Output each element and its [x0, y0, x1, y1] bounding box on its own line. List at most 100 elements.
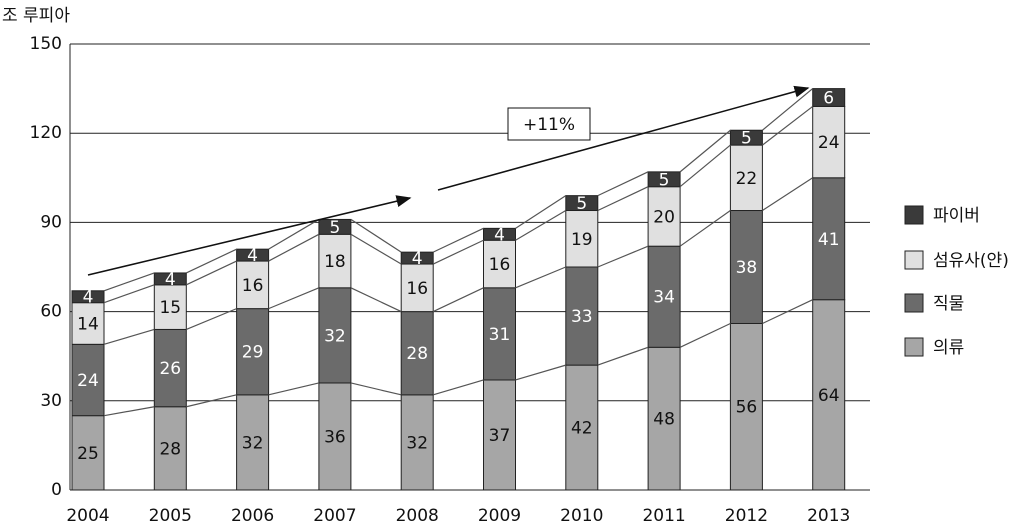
bar-segment [400, 251, 434, 265]
y-tick-label: 120 [30, 123, 62, 143]
connector-line [597, 171, 649, 197]
data-label: 42 [571, 419, 593, 439]
data-label: 34 [653, 288, 675, 308]
x-tick-label: 2007 [313, 506, 356, 526]
y-axis-label: 조 루피아 [2, 6, 70, 26]
annotation-box [507, 107, 591, 141]
bar-segment [236, 394, 270, 491]
connector-line [762, 105, 814, 146]
data-label: 24 [818, 133, 840, 153]
connector-line [350, 287, 402, 313]
connector-line [515, 266, 567, 289]
bar-segment [729, 129, 763, 146]
x-tick-label: 2013 [807, 506, 850, 526]
bar-segment [483, 227, 516, 241]
bar-segment [71, 290, 105, 304]
bar-segment [236, 248, 270, 262]
legend-swatch [904, 293, 924, 313]
connector-line [597, 245, 649, 268]
data-label: 33 [571, 307, 593, 327]
y-tick-label: 150 [30, 34, 62, 54]
data-label: 56 [736, 398, 758, 418]
x-tick-label: 2012 [725, 506, 768, 526]
data-label: 20 [653, 207, 675, 227]
data-label: 32 [324, 326, 346, 346]
bar-segment [812, 88, 846, 107]
connector-line [597, 346, 649, 366]
bar-segment [483, 379, 516, 491]
data-label: 64 [818, 386, 840, 406]
y-tick-label: 0 [51, 480, 62, 500]
data-label: 4 [412, 249, 423, 269]
bar-segment [647, 186, 681, 247]
connector-line [515, 195, 567, 229]
data-label: 15 [159, 298, 181, 318]
connector-line [679, 322, 731, 348]
connector-line [186, 260, 237, 286]
bar-segment [153, 272, 187, 286]
data-label: 28 [406, 344, 428, 364]
connector-line [432, 227, 484, 253]
connector-line [186, 248, 237, 274]
data-label: 4 [247, 246, 258, 266]
data-label: 5 [659, 170, 670, 190]
x-tick-label: 2011 [642, 506, 685, 526]
legend-label: 섬유사(얀) [933, 251, 1009, 271]
bar-segment [236, 260, 270, 310]
data-label: 38 [736, 258, 758, 278]
annotation: +11% [523, 115, 575, 135]
legend-label: 의류 [933, 338, 964, 358]
x-tick-label: 2004 [66, 506, 109, 526]
x-tick-label: 2008 [396, 506, 439, 526]
connector-line [433, 379, 484, 396]
connector-line [103, 272, 155, 292]
data-label: 32 [406, 433, 428, 453]
legend-swatch [904, 250, 924, 270]
bar-segment [647, 346, 681, 491]
bar-segment [565, 195, 599, 212]
bar-segment [483, 287, 516, 381]
data-label: 5 [741, 129, 752, 149]
data-label: 36 [324, 427, 346, 447]
connector-line [679, 210, 731, 247]
bar-segment [318, 233, 352, 289]
data-label: 4 [494, 225, 505, 245]
connector-line [103, 406, 155, 417]
bar-segment [812, 105, 846, 179]
bar-segment [318, 218, 352, 235]
data-label: 25 [77, 444, 99, 464]
connector-line [268, 233, 320, 262]
connector-line [679, 144, 731, 188]
x-tick-label: 2009 [478, 506, 521, 526]
data-label: 24 [77, 371, 99, 391]
bar-segment [483, 239, 516, 289]
data-label: 16 [406, 279, 428, 299]
connector-line [432, 287, 484, 313]
data-label: 4 [83, 288, 94, 308]
bar-segment [400, 394, 434, 491]
x-tick-label: 2006 [231, 506, 274, 526]
connector-line [515, 364, 566, 381]
bar-segment [647, 171, 681, 188]
bar-segment [153, 328, 187, 408]
bar-segment [318, 287, 352, 384]
data-label: 14 [77, 314, 99, 334]
connector-line [597, 186, 649, 212]
bar-segment [71, 343, 105, 417]
connector-line [268, 287, 320, 310]
connector-line [762, 299, 813, 325]
trend-arrow [87, 195, 412, 276]
data-label: 16 [242, 276, 264, 296]
connector-line [268, 382, 320, 396]
connector-line [103, 284, 155, 304]
data-label: 37 [489, 426, 511, 446]
connector-line [515, 209, 567, 241]
x-tick-label: 2010 [560, 506, 603, 526]
connector-line [103, 328, 155, 345]
connector-line [268, 218, 320, 250]
bar-segment [71, 302, 105, 345]
connector-line [186, 394, 237, 408]
bar-segment [318, 382, 352, 491]
connector-line [350, 382, 402, 396]
